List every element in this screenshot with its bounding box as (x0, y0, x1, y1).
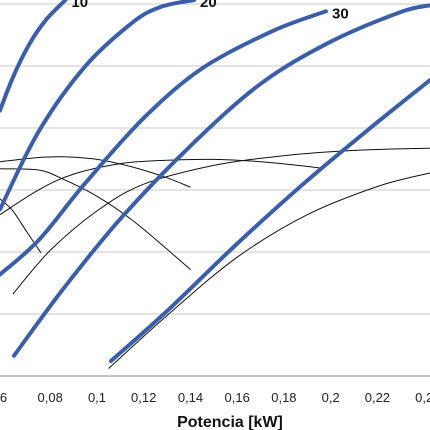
series-labels: 10 20 30 (71, 0, 348, 22)
x-tick-label: 0,2 (322, 390, 340, 405)
grid-lines (0, 3, 430, 315)
thick-curve (0, 0, 68, 113)
thin-curve (0, 168, 191, 270)
x-tick-label: 0,14 (178, 390, 203, 405)
x-tick-label: 0,18 (271, 390, 296, 405)
thick-curve (109, 78, 430, 363)
thick-curve (12, 3, 430, 358)
thin-curve (108, 172, 430, 369)
thick-curve (0, 0, 196, 212)
thin-curve (0, 158, 324, 216)
thin-curve (0, 156, 191, 188)
x-tick-label: 6 (0, 390, 7, 405)
x-tick-label: 0,1 (88, 390, 106, 405)
curve-label: 20 (200, 0, 217, 11)
thin-curves (0, 147, 430, 369)
x-tick-labels: 6 0,08 0,1 0,12 0,14 0,16 0,18 0,2 0,22 0,2 (0, 390, 430, 405)
x-tick-label: 0,08 (38, 390, 63, 405)
x-tick-label: 0,12 (131, 390, 156, 405)
curve-label: 10 (71, 0, 88, 11)
x-axis-title: Potencia [kW] (177, 414, 283, 430)
x-tick-label: 0,16 (225, 390, 250, 405)
curve-label: 30 (332, 5, 349, 22)
thick-curves (0, 0, 430, 363)
x-tick-label: 0,2 (415, 390, 430, 405)
x-tick-label: 0,22 (365, 390, 390, 405)
thin-curve (12, 147, 430, 295)
thick-curve (0, 9, 328, 277)
